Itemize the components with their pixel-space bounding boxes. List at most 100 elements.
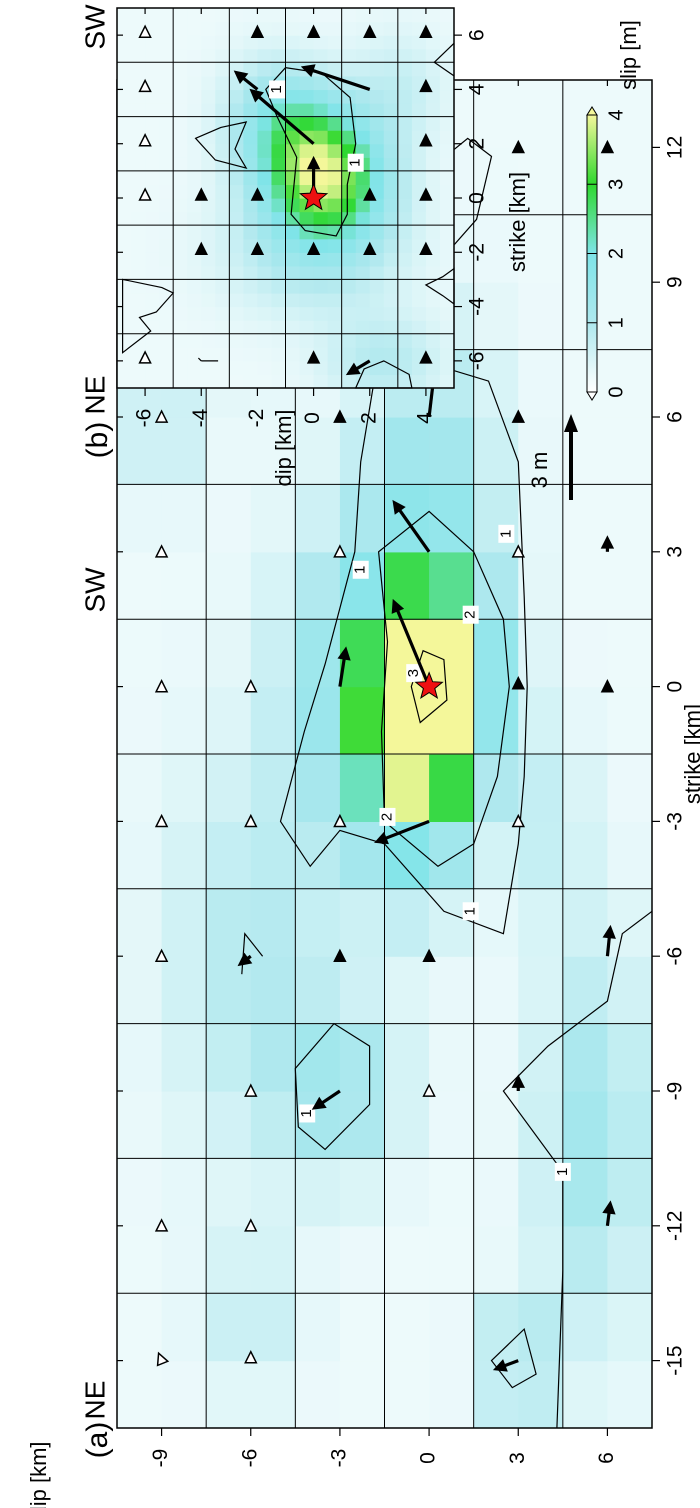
slip-cell	[173, 143, 188, 158]
slip-cell	[313, 225, 329, 240]
slip-cell	[201, 157, 216, 172]
slip-cell	[201, 252, 216, 267]
slip-cell	[201, 374, 216, 389]
slip-cell	[562, 888, 609, 957]
slip-cell	[117, 184, 132, 199]
contour-label-bg	[379, 807, 396, 826]
slip-cell	[159, 157, 174, 172]
slip-cell	[341, 225, 357, 240]
slip-cell	[369, 320, 385, 335]
slip-cell	[355, 170, 371, 186]
slip-cell	[299, 374, 315, 389]
slip-cell	[518, 80, 564, 148]
slip-cell	[341, 293, 357, 308]
slip-cell	[285, 293, 301, 308]
colorbar: 0 1 2 3 4 slip [m]	[586, 20, 641, 401]
slip-cell	[215, 198, 230, 213]
slip-vector-head	[244, 679, 258, 693]
slip-cell	[429, 821, 475, 890]
slip-cell	[229, 225, 244, 240]
slip-cell	[161, 1023, 207, 1092]
slip-cell	[384, 821, 430, 890]
slip-cell	[339, 1293, 386, 1362]
slip-contour-line	[433, 42, 455, 77]
slip-cell	[285, 374, 301, 389]
contour-label-bg	[352, 560, 369, 579]
slip-cell	[355, 225, 371, 240]
slip-cell	[425, 35, 441, 50]
slip-cell	[369, 333, 385, 348]
slip-cell	[607, 349, 653, 418]
slip-cell	[339, 956, 386, 1025]
slip-cell	[341, 279, 357, 294]
slip-cell	[425, 62, 441, 77]
slip-cell	[384, 1158, 430, 1227]
slip-cell	[355, 252, 371, 267]
slip-cell	[439, 62, 455, 77]
slip-cell	[201, 198, 216, 213]
slip-cell	[117, 116, 132, 131]
slip-cell	[397, 293, 413, 308]
slip-vector-head	[600, 679, 615, 693]
slip-vector-head	[422, 948, 436, 963]
slip-cell	[229, 35, 244, 50]
slip-contour-line	[377, 510, 510, 868]
strike-tick-label: -2	[466, 243, 489, 262]
slip-cell	[607, 821, 653, 890]
slip-cell	[187, 8, 202, 23]
slip-cell	[250, 1158, 296, 1227]
slip-cell	[117, 1225, 163, 1294]
slip-cell	[206, 1225, 252, 1294]
slip-cell	[117, 821, 163, 890]
dip-tick-label: 0	[301, 412, 324, 424]
slip-cell	[518, 754, 564, 822]
contour-label-bg	[462, 605, 479, 624]
slip-cell	[425, 116, 441, 131]
slip-cell	[518, 147, 564, 216]
slip-cell	[159, 347, 174, 362]
slip-cell	[473, 754, 519, 822]
slip-cell	[425, 252, 441, 267]
slip-cell	[562, 1023, 609, 1092]
slip-cell	[383, 157, 399, 172]
slip-cell	[397, 252, 413, 267]
slip-cell	[243, 116, 259, 131]
slip-cell	[243, 306, 259, 321]
slip-cell	[161, 1225, 207, 1294]
slip-cell	[131, 306, 146, 321]
slip-cell	[397, 265, 413, 281]
slip-cell	[384, 1225, 430, 1294]
slip-cell	[145, 157, 160, 172]
slip-cell	[159, 225, 174, 240]
slip-cell	[159, 89, 174, 104]
slip-vector-head	[306, 155, 321, 170]
slip-cell	[257, 374, 273, 389]
slip-cell	[243, 130, 259, 145]
slip-cell	[201, 35, 216, 50]
slip-cell	[229, 89, 244, 104]
slip-cell	[473, 821, 519, 890]
slip-cell	[425, 198, 441, 213]
slip-cell	[397, 279, 413, 294]
slip-cell	[285, 238, 301, 253]
slip-cell	[117, 89, 132, 104]
slip-cell	[201, 21, 216, 36]
slip-vector-head	[511, 409, 526, 423]
slip-cell	[327, 320, 343, 335]
slip-cell	[117, 320, 132, 335]
dip-tick-label: 2	[357, 412, 380, 424]
slip-cell	[117, 360, 132, 376]
slip-cell	[187, 75, 202, 91]
slip-cell	[215, 306, 230, 321]
slip-cell	[285, 265, 301, 281]
slip-cell	[518, 1091, 564, 1159]
slip-cell	[271, 306, 287, 321]
slip-cell	[383, 75, 399, 91]
slip-cell	[327, 184, 343, 199]
slip-cell	[161, 956, 207, 1025]
slip-cell	[250, 1293, 296, 1362]
slip-cell	[425, 170, 441, 186]
slip-cell	[341, 48, 357, 63]
slip-cell	[187, 293, 202, 308]
